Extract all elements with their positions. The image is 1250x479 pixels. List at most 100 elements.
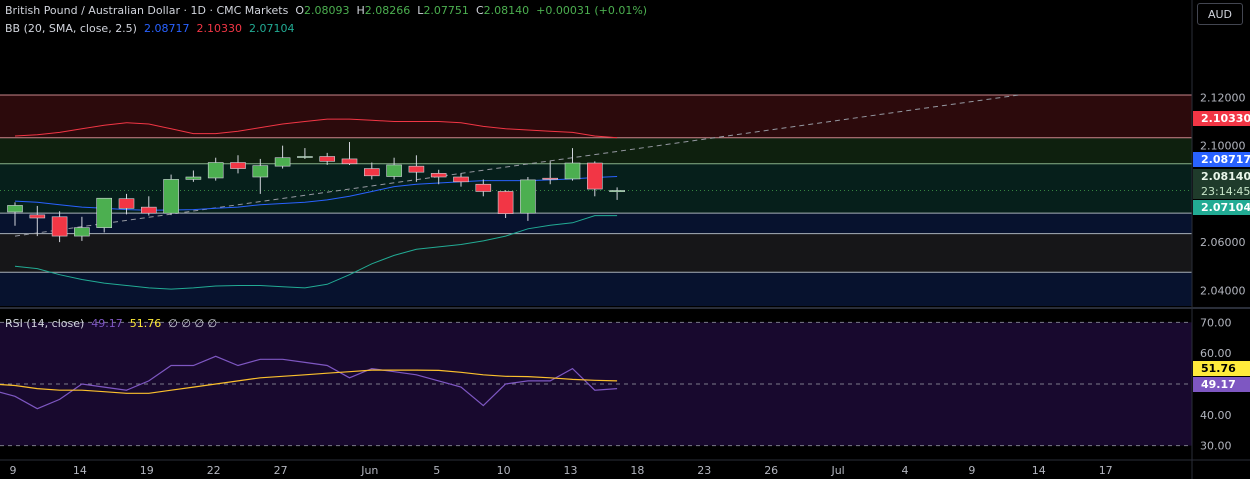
candle-body <box>363 168 380 177</box>
low-value: 2.07751 <box>423 4 469 17</box>
trendline <box>14 94 1019 237</box>
close-value: 2.08140 <box>483 4 530 17</box>
high-label: H <box>356 4 365 17</box>
rsi-value: 49.17 <box>91 317 123 330</box>
lower-band-tag: 2.07104 <box>1193 200 1250 215</box>
candle-body <box>475 183 492 192</box>
time-tick-label: 4 <box>902 464 909 477</box>
time-tick-label: 19 <box>140 464 154 477</box>
candle-body <box>430 173 447 178</box>
candle-9 <box>207 157 224 181</box>
candle-7 <box>163 174 179 216</box>
rsi-tick-label: 60.00 <box>1200 347 1232 360</box>
candle-16 <box>363 162 380 180</box>
candle-24 <box>542 161 559 185</box>
candle-body <box>141 206 157 214</box>
candle-22 <box>497 190 514 218</box>
rsi-line <box>0 355 618 410</box>
candle-4 <box>96 197 112 233</box>
candle-17 <box>386 157 402 180</box>
candle-body <box>207 162 224 179</box>
time-tick-label: Jun <box>360 464 378 477</box>
zone-0 <box>0 95 1192 138</box>
time-tick-label: 23 <box>697 464 711 477</box>
bb-legend[interactable]: BB (20, SMA, close, 2.5) 2.08717 2.10330… <box>5 22 294 35</box>
time-tick-label: 5 <box>433 464 440 477</box>
candle-body <box>185 176 202 180</box>
rsi-label: RSI (14, close) <box>5 317 85 330</box>
symbol-title[interactable]: British Pound / Australian Dollar · 1D ·… <box>5 4 289 17</box>
time-tick-label: 22 <box>207 464 221 477</box>
zone-5 <box>0 272 1192 306</box>
candle-body <box>118 198 135 209</box>
candle-26 <box>586 161 603 197</box>
rsi-tick-label: 70.00 <box>1200 316 1232 329</box>
candle-27 <box>609 187 625 200</box>
candle-1 <box>29 205 46 237</box>
price-tick-label: 2.10000 <box>1200 140 1246 153</box>
candle-body <box>51 216 68 237</box>
time-tick-label: 14 <box>73 464 87 477</box>
upper-band-tag: 2.10330 <box>1193 111 1250 126</box>
time-tick-label: 13 <box>564 464 578 477</box>
main-legend: British Pound / Australian Dollar · 1D ·… <box>5 4 647 17</box>
candle-body <box>319 156 336 162</box>
candle-21 <box>475 179 492 197</box>
bb-basis-value: 2.08717 <box>143 22 190 35</box>
zone-1 <box>0 137 1192 164</box>
time-tick-label: 18 <box>630 464 644 477</box>
candle-11 <box>252 158 269 194</box>
price-tick-label: 2.04000 <box>1200 284 1246 297</box>
price-tick-label: 2.12000 <box>1200 91 1246 104</box>
candle-body <box>74 227 90 237</box>
basis-tag: 2.08717 <box>1193 152 1250 167</box>
candle-25 <box>564 148 581 181</box>
price-zones <box>0 94 1192 306</box>
time-tick-label: 9 <box>968 464 975 477</box>
bb-upper-value: 2.10330 <box>196 22 242 35</box>
candle-2 <box>51 211 68 243</box>
bb-label: BB (20, SMA, close, 2.5) <box>5 22 137 35</box>
candle-15 <box>341 142 358 165</box>
rsi-ma-line <box>0 369 618 394</box>
axes: 2.12000 2.10000 2.06000 2.04000 70.00 60.00 40… <box>10 91 1246 477</box>
candle-20 <box>453 173 469 187</box>
change-value: +0.00031 (+0.01%) <box>536 4 648 17</box>
rsi-legend[interactable]: RSI (14, close) 49.17 51.76 ∅ ∅ ∅ ∅ <box>5 317 217 330</box>
rsi-ma-value: 51.76 <box>129 317 162 330</box>
time-tick-label: 10 <box>497 464 511 477</box>
candle-body <box>386 164 402 177</box>
candle-10 <box>230 155 246 174</box>
time-tick-label: 9 <box>10 464 17 477</box>
time-tick-label: 14 <box>1032 464 1046 477</box>
candle-body <box>609 190 625 193</box>
open-label: O <box>295 4 305 17</box>
time-tick-label: Jul <box>830 464 844 477</box>
low-label: L <box>417 4 424 17</box>
time-tick-label: 26 <box>764 464 778 477</box>
close-label: C <box>475 4 484 17</box>
open-value: 2.08093 <box>304 4 350 17</box>
candle-14 <box>319 152 336 165</box>
candle-body <box>297 156 313 158</box>
candle-body <box>7 205 23 213</box>
close-price-tag: 2.08140 <box>1193 169 1250 184</box>
zone-4 <box>0 233 1192 273</box>
high-value: 2.08266 <box>364 4 411 17</box>
candle-13 <box>297 148 313 159</box>
candle-3 <box>74 216 90 241</box>
candle-body <box>252 165 269 178</box>
candle-body <box>453 176 469 183</box>
candle-body <box>586 162 603 190</box>
rsi-tick-label: 40.00 <box>1200 409 1232 422</box>
candle-body <box>542 177 559 180</box>
candle-body <box>564 162 581 180</box>
candle-body <box>29 214 46 219</box>
bb-upper-line <box>14 118 618 139</box>
candle-8 <box>185 170 202 182</box>
candle-18 <box>408 155 425 182</box>
currency-button[interactable]: AUD <box>1197 3 1243 25</box>
rsi-lines <box>0 321 1192 447</box>
